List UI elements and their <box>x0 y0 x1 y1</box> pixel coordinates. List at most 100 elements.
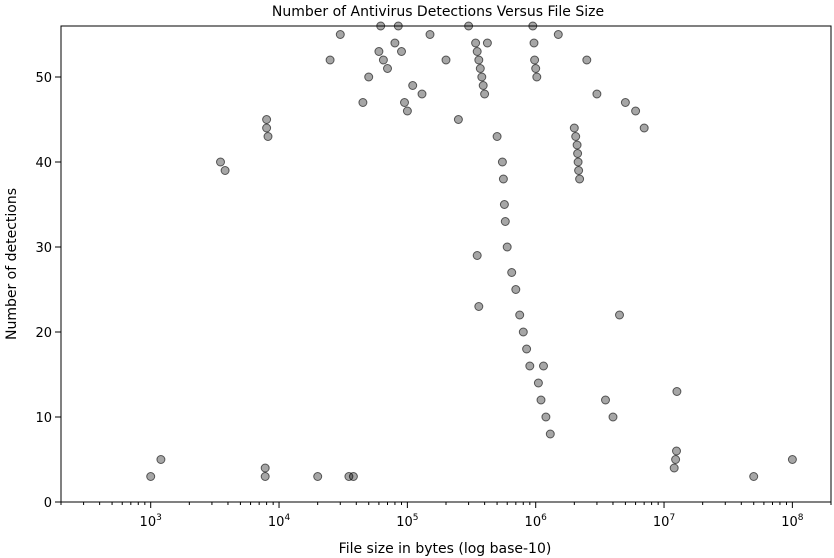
y-axis: 0 10 20 30 40 50 <box>35 71 61 511</box>
x-tick-label: 106 <box>525 513 548 530</box>
data-point <box>418 90 426 98</box>
data-point <box>326 56 334 64</box>
data-point <box>512 286 520 294</box>
x-tick-label: 104 <box>268 513 291 530</box>
y-tick-label: 40 <box>35 156 52 171</box>
data-point <box>554 31 562 39</box>
data-point <box>221 167 229 175</box>
data-point <box>365 73 373 81</box>
data-point <box>530 39 538 47</box>
data-point <box>479 82 487 90</box>
chart-title: Number of Antivirus Detections Versus Fi… <box>272 4 604 20</box>
data-point <box>540 362 548 370</box>
data-point <box>454 116 462 124</box>
data-point <box>673 447 681 455</box>
data-points <box>147 22 797 481</box>
data-point <box>264 133 272 141</box>
data-point <box>475 56 483 64</box>
data-point <box>384 65 392 73</box>
data-point <box>516 311 524 319</box>
plot-frame <box>61 26 831 502</box>
data-point <box>442 56 450 64</box>
data-point <box>314 473 322 481</box>
x-tick-label: 107 <box>653 513 675 530</box>
data-point <box>616 311 624 319</box>
data-point <box>788 456 796 464</box>
data-point <box>532 65 540 73</box>
x-axis: 103 104 105 106 107 108 <box>61 502 831 530</box>
data-point <box>542 413 550 421</box>
data-point <box>750 473 758 481</box>
data-point <box>574 158 582 166</box>
data-point <box>375 48 383 56</box>
data-point <box>473 48 481 56</box>
data-point <box>575 167 583 175</box>
x-tick-label: 108 <box>781 513 804 530</box>
data-point <box>537 396 545 404</box>
data-point <box>576 175 584 183</box>
data-point <box>672 456 680 464</box>
data-point <box>499 175 507 183</box>
data-point <box>475 303 483 311</box>
data-point <box>349 473 357 481</box>
data-point <box>523 345 531 353</box>
data-point <box>621 99 629 107</box>
data-point <box>526 362 534 370</box>
y-tick-label: 30 <box>35 241 52 256</box>
data-point <box>472 39 480 47</box>
data-point <box>534 379 542 387</box>
data-point <box>379 56 387 64</box>
data-point <box>391 39 399 47</box>
data-point <box>503 243 511 251</box>
data-point <box>336 31 344 39</box>
data-point <box>493 133 501 141</box>
data-point <box>261 464 269 472</box>
data-point <box>670 464 678 472</box>
x-axis-label: File size in bytes (log base-10) <box>339 541 552 557</box>
data-point <box>483 39 491 47</box>
data-point <box>476 65 484 73</box>
data-point <box>403 107 411 115</box>
data-point <box>583 56 591 64</box>
data-point <box>570 124 578 132</box>
data-point <box>263 116 271 124</box>
data-point <box>533 73 541 81</box>
data-point <box>500 201 508 209</box>
data-point <box>398 48 406 56</box>
data-point <box>632 107 640 115</box>
data-point <box>546 430 554 438</box>
data-point <box>609 413 617 421</box>
data-point <box>573 141 581 149</box>
data-point <box>531 56 539 64</box>
data-point <box>640 124 648 132</box>
data-point <box>593 90 601 98</box>
data-point <box>147 473 155 481</box>
data-point <box>481 90 489 98</box>
data-point <box>473 252 481 260</box>
data-point <box>508 269 516 277</box>
data-point <box>478 73 486 81</box>
x-tick-label: 105 <box>396 513 418 530</box>
data-point <box>673 388 681 396</box>
data-point <box>519 328 527 336</box>
y-tick-label: 20 <box>35 326 52 341</box>
data-point <box>426 31 434 39</box>
data-point <box>498 158 506 166</box>
data-point <box>217 158 225 166</box>
x-tick-label: 103 <box>140 513 162 530</box>
data-point <box>574 150 582 158</box>
data-point <box>409 82 417 90</box>
data-point <box>261 473 269 481</box>
data-point <box>602 396 610 404</box>
y-tick-label: 0 <box>44 496 52 511</box>
y-tick-label: 50 <box>35 71 52 86</box>
data-point <box>501 218 509 226</box>
data-point <box>359 99 367 107</box>
y-tick-label: 10 <box>35 411 52 426</box>
y-axis-label: Number of detections <box>4 188 20 340</box>
data-point <box>157 456 165 464</box>
data-point <box>572 133 580 141</box>
data-point <box>263 124 271 132</box>
data-point <box>401 99 409 107</box>
